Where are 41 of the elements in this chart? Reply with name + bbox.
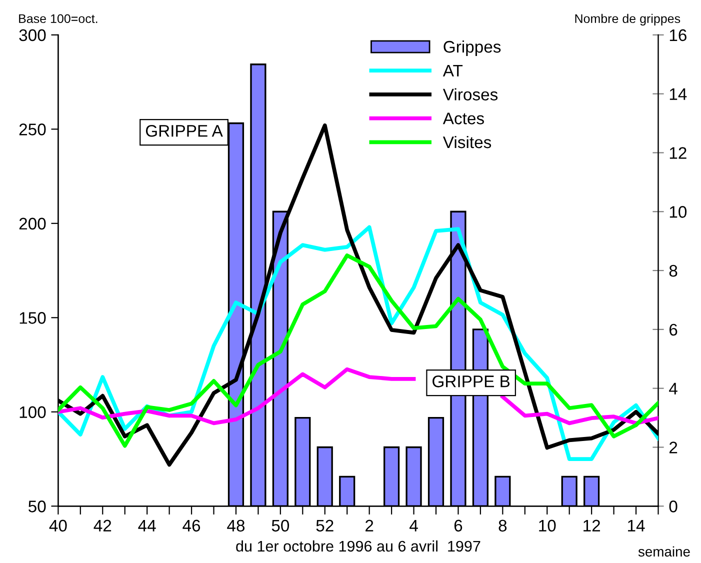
x-tick-label: 12: [584, 520, 600, 532]
y2-tick-label: 12: [670, 147, 686, 159]
y2-tick-label: 10: [670, 206, 687, 218]
y-tick-label: 100: [20, 406, 46, 418]
y2-tick-label: 16: [670, 29, 686, 42]
x-tick-label: 48: [227, 520, 245, 532]
x-tick-label: 6: [454, 520, 462, 532]
legend-label: AT: [442, 64, 463, 76]
legend-label: Visites: [442, 136, 492, 148]
y-tick-label: 150: [20, 312, 46, 324]
x-tick-label: 2: [366, 520, 374, 532]
legend-label: Viroses: [442, 88, 498, 100]
x-axis-title: du 1er octobre 1996 au 6 avril 1997: [236, 540, 480, 552]
legend-label: Grippes: [444, 40, 501, 56]
y2-tick-label: 14: [670, 88, 687, 100]
y-tick-label: 50: [28, 500, 46, 512]
line-series: [58, 253, 658, 448]
y-tick-label: 200: [19, 218, 46, 230]
y2-tick-label: 8: [669, 264, 678, 277]
x-tick-label: 44: [138, 520, 156, 532]
text: semaine: [638, 546, 690, 557]
y2-tick-label: 4: [669, 382, 678, 394]
y2-tick-label: 6: [670, 324, 678, 336]
annotation: GRIPPE A: [146, 124, 223, 137]
x-tick-label: 40: [49, 520, 67, 532]
annotation: GRIPPE B: [432, 376, 510, 388]
x-tick-label: 10: [539, 520, 556, 532]
x-tick-label: 46: [182, 520, 200, 532]
y2-axis-title: Nombre de grippes: [575, 14, 680, 26]
x-tick-label: 52: [316, 520, 334, 532]
y2-tick-label: 2: [669, 442, 678, 454]
x-tick-label: 4: [410, 520, 418, 532]
x-tick-label: 50: [272, 520, 290, 532]
legend-label: Actes: [442, 112, 484, 124]
x-tick-label: 8: [498, 520, 507, 532]
y-axis-title: Base 100=oct.: [19, 14, 98, 24]
x-tick-label: 42: [94, 520, 112, 532]
y-tick-label: 300: [19, 29, 46, 42]
y2-tick-label: 0: [669, 500, 678, 512]
y-tick-label: 250: [19, 124, 46, 136]
x-tick-label: 14: [628, 520, 645, 532]
